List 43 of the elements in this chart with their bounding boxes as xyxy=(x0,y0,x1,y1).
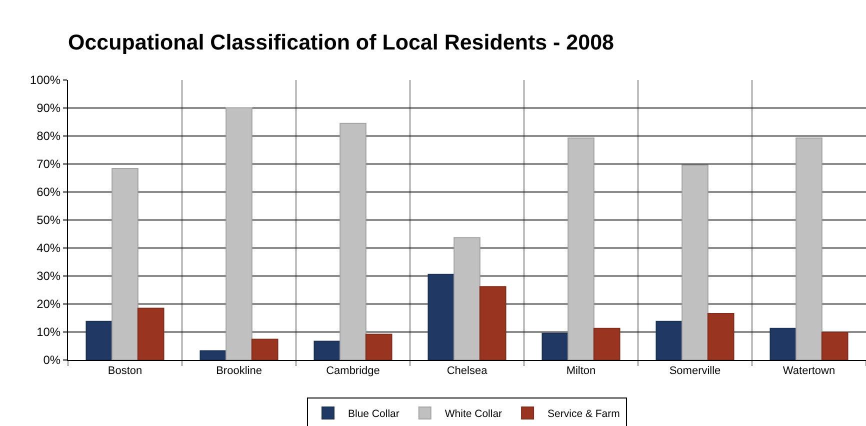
y-tick-label: 40% xyxy=(36,241,61,256)
chart-title: Occupational Classification of Local Residents - 2008 xyxy=(68,30,614,55)
bar xyxy=(112,168,138,360)
bar xyxy=(226,107,252,360)
y-tick-label: 10% xyxy=(36,325,61,340)
bar xyxy=(365,334,392,360)
y-tick-label: 30% xyxy=(36,269,61,284)
bar xyxy=(428,274,455,360)
bar xyxy=(454,237,480,360)
y-tick-label: 80% xyxy=(36,129,61,144)
x-tick-label: Chelsea xyxy=(446,365,488,378)
bar xyxy=(770,328,797,360)
bar xyxy=(593,328,620,360)
bar xyxy=(340,122,366,360)
bar xyxy=(137,308,164,360)
y-tick-label: 60% xyxy=(36,185,61,200)
bar xyxy=(200,350,227,360)
y-tick-label: 100% xyxy=(30,73,61,88)
bar xyxy=(707,313,734,360)
y-tick-label: 50% xyxy=(36,213,61,228)
bar xyxy=(314,340,341,360)
x-tick-label: Somerville xyxy=(669,365,721,378)
y-tick-label: 20% xyxy=(36,297,61,312)
bar xyxy=(86,320,113,360)
x-tick-label: Milton xyxy=(566,365,596,378)
bar xyxy=(796,137,822,360)
bar xyxy=(479,286,506,360)
x-tick-label: Cambridge xyxy=(326,365,380,378)
bar xyxy=(656,320,683,360)
y-tick-label: 90% xyxy=(36,101,61,116)
x-tick-label: Brookline xyxy=(216,365,262,378)
legend-label: Service & Farm xyxy=(548,408,620,420)
legend-label: White Collar xyxy=(444,408,503,420)
bar xyxy=(821,332,848,360)
bar xyxy=(682,164,708,360)
x-tick-label: Watertown xyxy=(782,365,836,378)
y-tick-label: 70% xyxy=(36,157,61,172)
bar xyxy=(542,332,569,360)
bar xyxy=(568,137,594,360)
bar xyxy=(251,338,278,360)
legend-label: Blue Collar xyxy=(348,408,400,420)
y-tick-label: 0% xyxy=(43,353,61,368)
x-tick-label: Boston xyxy=(108,365,142,378)
